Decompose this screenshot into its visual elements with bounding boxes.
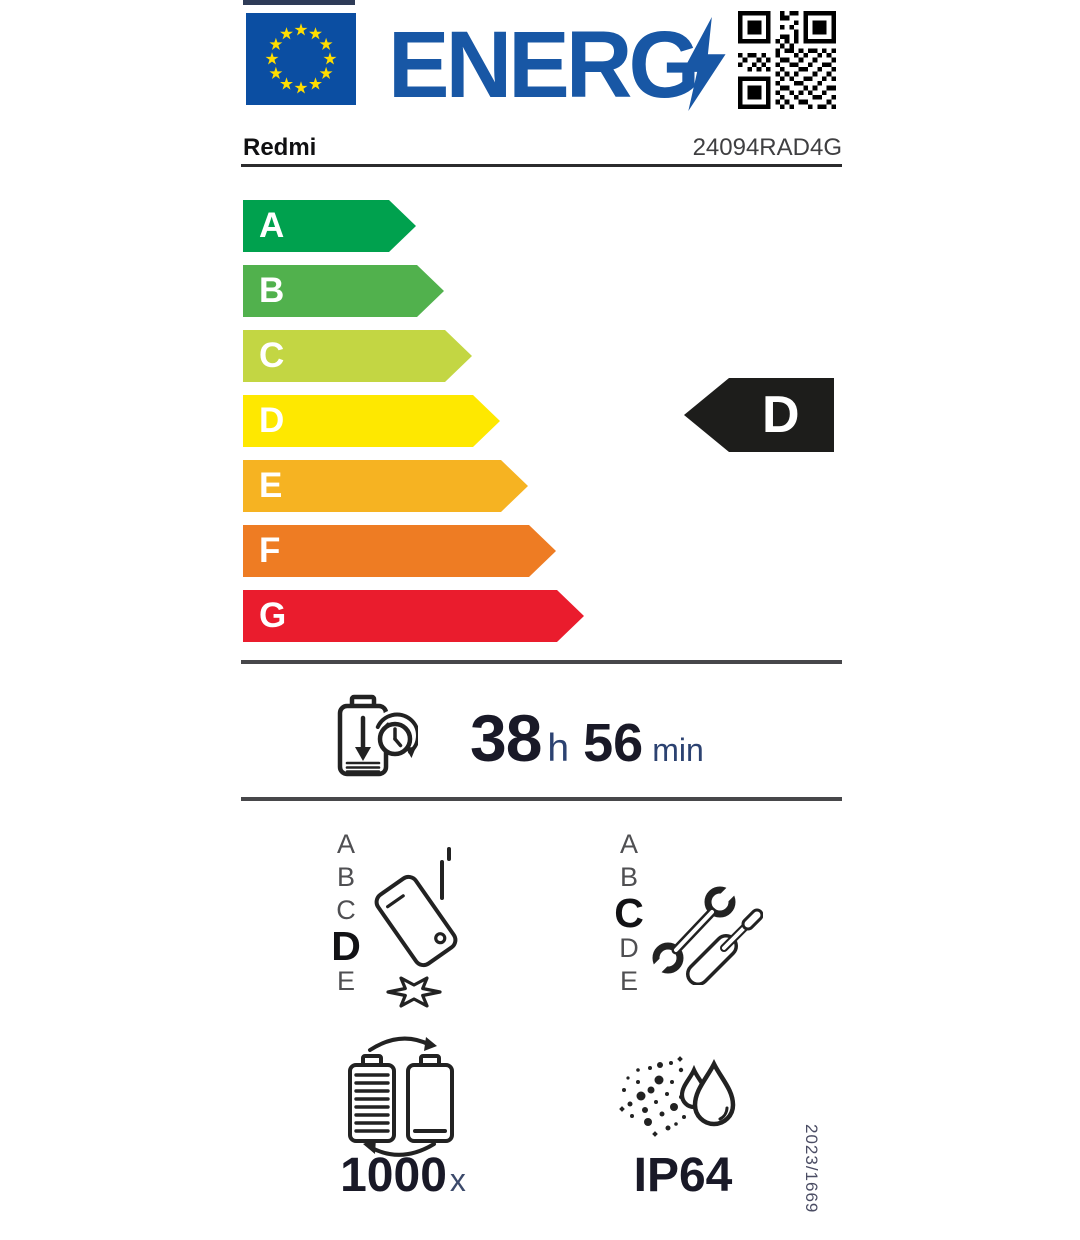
class-letter: A (259, 206, 285, 245)
rated-class-letter: D (762, 386, 800, 444)
rated-class-indicator: D (684, 378, 834, 452)
battery-life-hours: 38 (470, 701, 542, 775)
battery-life-minutes-unit: min (652, 732, 704, 768)
battery-life-value: 38 h 56 min (470, 700, 704, 776)
scale-letter: A (619, 829, 638, 859)
scale-letter: B (336, 862, 355, 892)
qr-code (737, 11, 837, 109)
class-arrow-c: C (243, 330, 472, 382)
lightning-bolt-icon (682, 17, 726, 111)
divider (241, 164, 842, 167)
class-letter: C (259, 336, 285, 375)
model-number: 24094RAD4G (692, 134, 842, 161)
phone-drop-impact-icon (368, 846, 473, 1018)
drop-resistance-rating: D (331, 923, 361, 969)
scale-letter: D (619, 933, 639, 963)
eu-flag (246, 13, 356, 105)
ip-rating-value: IP64 (633, 1149, 733, 1202)
top-edge-sliver (243, 0, 355, 5)
class-arrow-f: F (243, 525, 556, 577)
repairability-scale: A B C D E (610, 828, 648, 998)
dust-water-drops-icon (610, 1052, 745, 1144)
divider (241, 660, 842, 664)
scale-letter: C (336, 895, 356, 925)
class-arrow-d: D (243, 395, 500, 447)
cycles-unit: x (449, 1162, 466, 1198)
scale-letter: B (619, 862, 638, 892)
brand-name: Redmi (243, 134, 317, 161)
battery-life-minutes: 56 (583, 713, 644, 773)
class-arrow-b: B (243, 265, 444, 317)
drop-resistance-scale: A B C D E (327, 828, 365, 998)
wrench-screwdriver-icon (648, 860, 763, 985)
class-arrow-g: G (243, 590, 584, 642)
divider (241, 797, 842, 801)
scale-letter: E (336, 966, 355, 996)
scale-letter: E (619, 966, 638, 996)
scale-letter: A (336, 829, 355, 859)
class-letter: D (259, 401, 285, 440)
class-arrow-e: E (243, 460, 528, 512)
repairability-rating: C (614, 890, 644, 936)
regulation-number: 2023/1669 (802, 1124, 821, 1214)
battery-discharge-clock-icon (336, 692, 418, 782)
cycles-number: 1000 (340, 1149, 447, 1202)
class-arrow-a: A (243, 200, 416, 252)
battery-cycle-icon (342, 1030, 462, 1162)
battery-cycles-value: 1000 x (318, 1148, 488, 1203)
class-letter: G (259, 596, 287, 635)
class-letter: B (259, 271, 285, 310)
class-letter: F (259, 531, 281, 570)
energ-wordmark: ENERG (388, 12, 700, 118)
class-letter: E (259, 466, 283, 505)
battery-life-hours-unit: h (547, 727, 570, 770)
